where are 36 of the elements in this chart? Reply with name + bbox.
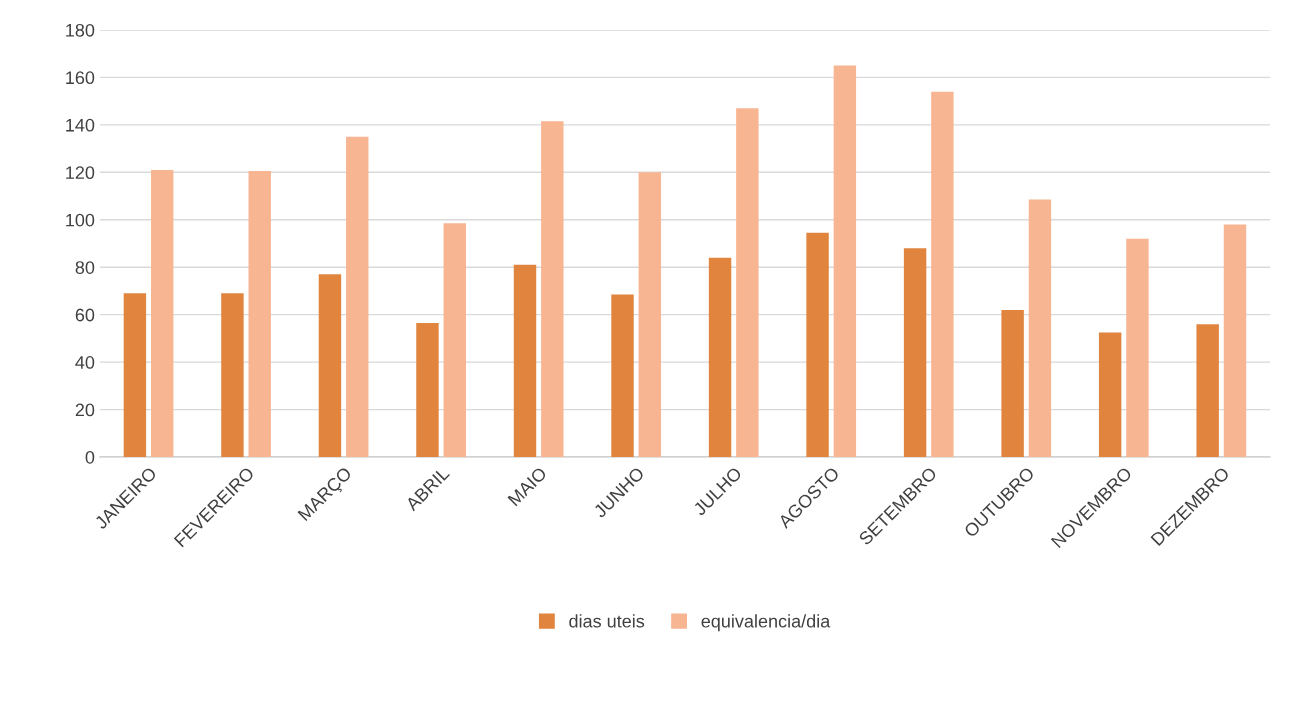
y-tick-label: 60 <box>75 308 95 322</box>
bar <box>1223 224 1247 458</box>
bar <box>611 294 634 458</box>
bar <box>346 136 369 458</box>
bar <box>416 322 439 458</box>
bar <box>833 65 857 458</box>
y-tick-label: 120 <box>66 166 95 180</box>
bar <box>931 91 954 458</box>
bar <box>150 169 174 458</box>
bar <box>123 293 147 458</box>
bar <box>736 108 759 458</box>
bar <box>1001 309 1024 458</box>
bar <box>443 223 466 458</box>
bar <box>221 293 244 458</box>
y-tick-label: 180 <box>66 23 95 37</box>
bar <box>1196 324 1219 458</box>
bar <box>513 264 537 458</box>
bar <box>1098 332 1122 458</box>
legend-label: dias uteis <box>569 614 645 628</box>
y-tick-label: 40 <box>75 356 95 369</box>
bar <box>903 248 927 458</box>
y-tick-label: 20 <box>75 403 95 417</box>
bar <box>318 274 342 458</box>
bar <box>1028 199 1052 458</box>
bar <box>708 257 732 458</box>
y-tick-label: 140 <box>66 118 95 132</box>
bar <box>638 172 662 458</box>
y-tick-label: 100 <box>66 213 95 227</box>
legend-label: equivalencia/dia <box>701 614 831 632</box>
bar <box>248 171 271 458</box>
y-tick-label: 0 <box>85 450 95 464</box>
bar <box>541 121 564 458</box>
y-tick-label: 160 <box>66 71 95 85</box>
bar <box>806 232 829 458</box>
y-tick-label: 80 <box>75 261 95 274</box>
bar <box>1126 238 1149 458</box>
